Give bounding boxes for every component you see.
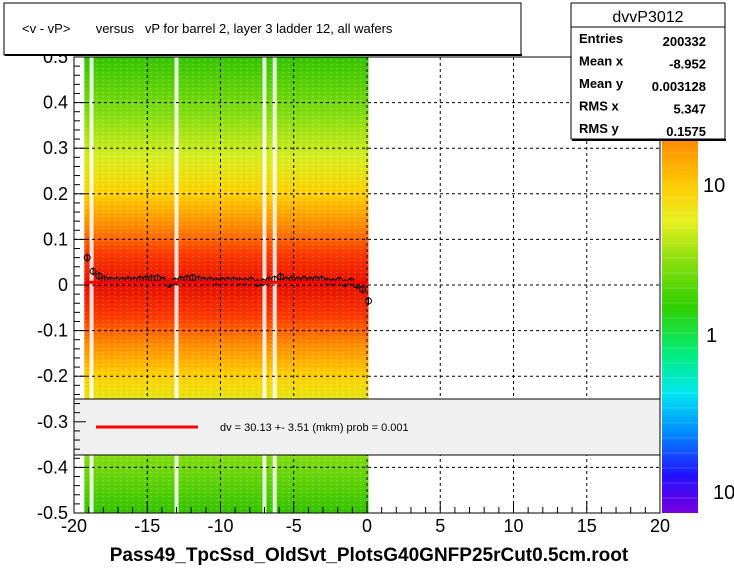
profile-point (95, 272, 103, 280)
footer-filename: Pass49_TpcSsd_OldSvt_PlotsG40GNFP25rCut0… (110, 545, 629, 566)
profile-point (277, 273, 285, 281)
stats-row-value: -8.952 (669, 57, 706, 72)
y-tick-label: 0.1 (43, 229, 68, 249)
axis-ticks (73, 56, 661, 514)
stats-box: dvvP3012 Entries 200332 Mean x -8.952 Mean y… (570, 2, 726, 141)
stats-row-value: 0.003128 (652, 79, 706, 94)
profile-point (359, 286, 367, 294)
profile-point (89, 267, 97, 275)
x-tick-label: -20 (61, 516, 87, 536)
x-tick-label: 5 (435, 516, 445, 536)
color-scale-label-10-lower: 10 (713, 482, 734, 504)
y-tick-label: 0.2 (43, 184, 68, 204)
stats-row-label: RMS y (579, 121, 620, 136)
y-tick-label: -0.4 (37, 457, 68, 477)
heatmap-gap-column (89, 57, 94, 513)
stats-row-label: Mean y (579, 76, 624, 91)
y-tick-labels: -0.5-0.4-0.3-0.2-0.100.10.20.30.40.5 (37, 47, 68, 523)
legend-text: dv = 30.13 +- 3.51 (mkm) prob = 0.001 (220, 422, 409, 434)
color-scale-label-10-upper: 10 (703, 175, 725, 197)
stats-row-value: 0.1575 (666, 124, 706, 139)
y-tick-label: 0.4 (43, 93, 68, 113)
stats-row-label: Entries (579, 31, 623, 46)
y-tick-label: -0.2 (37, 366, 68, 386)
stats-row-label: Mean x (579, 54, 624, 69)
stats-row-label: RMS x (579, 99, 620, 114)
title-box: <v - vP> versus vP for barrel 2, layer 3… (3, 2, 522, 56)
profile-point (364, 297, 372, 305)
stats-row-value: 5.347 (673, 102, 706, 117)
legend-box: dv = 30.13 +- 3.51 (mkm) prob = 0.001 (73, 398, 661, 456)
color-scale: 10 1 10 (662, 138, 734, 513)
x-tick-label: -15 (134, 516, 160, 536)
x-tick-label: 10 (503, 516, 523, 536)
x-tick-label: -10 (207, 516, 233, 536)
y-tick-label: -0.5 (37, 503, 68, 523)
profile-point (83, 254, 91, 262)
y-tick-label: -0.3 (37, 412, 68, 432)
x-tick-label: 20 (650, 516, 670, 536)
x-tick-labels: -20 -15 -10 -5 0 5 10 15 20 (61, 516, 670, 536)
x-tick-label: 0 (362, 516, 372, 536)
plot-title: <v - vP> versus vP for barrel 2, layer 3… (22, 21, 393, 36)
y-tick-label: 0 (58, 275, 68, 295)
y-tick-label: -0.1 (37, 321, 68, 341)
stats-name: dvvP3012 (612, 9, 683, 26)
x-tick-label: -5 (286, 516, 302, 536)
stats-row-value: 200332 (663, 34, 706, 49)
y-tick-label: 0.3 (43, 138, 68, 158)
color-scale-bar (662, 138, 698, 513)
x-tick-label: 15 (577, 516, 597, 536)
color-scale-label-1: 1 (706, 325, 717, 347)
